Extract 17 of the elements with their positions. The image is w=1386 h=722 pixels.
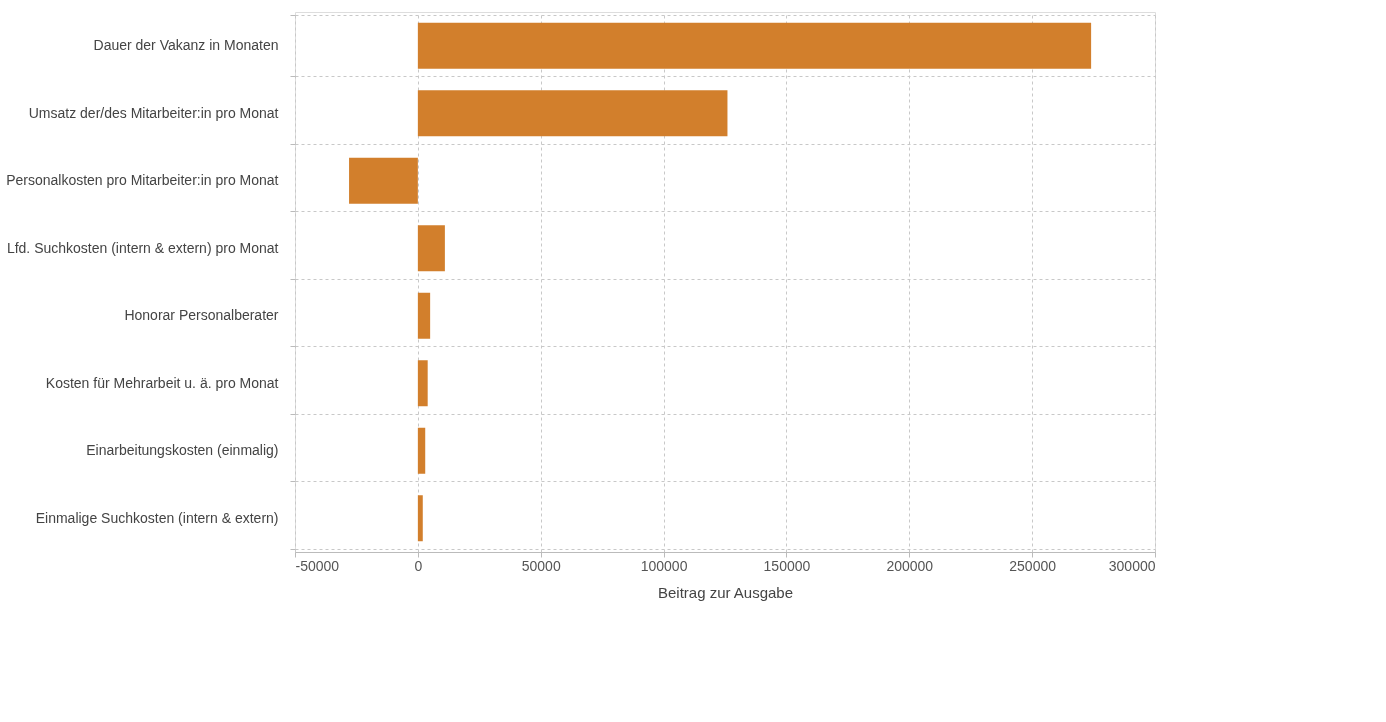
y-tick-label: Personalkosten pro Mitarbeiter:in pro Monat [6,172,279,189]
y-tick-label: Einmalige Suchkosten (intern & extern) [35,509,279,526]
y-tick-label: Lfd. Suchkosten (intern & extern) pro Monat [6,239,279,256]
x-tick-label: 200000 [886,557,934,574]
x-tick-label: 0 [414,557,423,574]
y-tick-label: Dauer der Vakanz in Monaten [93,37,279,54]
x-tick-label: 50000 [521,557,561,574]
y-tick-label: Honorar Personalberater [124,307,279,324]
x-axis-title: Beitrag zur Ausgabe [657,583,794,601]
x-tick-label: -50000 [295,557,340,574]
y-tick-label: Kosten für Mehrarbeit u. ä. pro Monat [45,374,279,391]
x-tick-label: 150000 [763,557,811,574]
x-tick-label: 250000 [1009,557,1057,574]
x-tick-label: 100000 [640,557,688,574]
x-tick-label: 300000 [1108,557,1156,574]
y-tick-label: Einarbeitungskosten (einmalig) [86,442,279,459]
y-tick-label: Umsatz der/des Mitarbeiter:in pro Monat [28,104,279,121]
